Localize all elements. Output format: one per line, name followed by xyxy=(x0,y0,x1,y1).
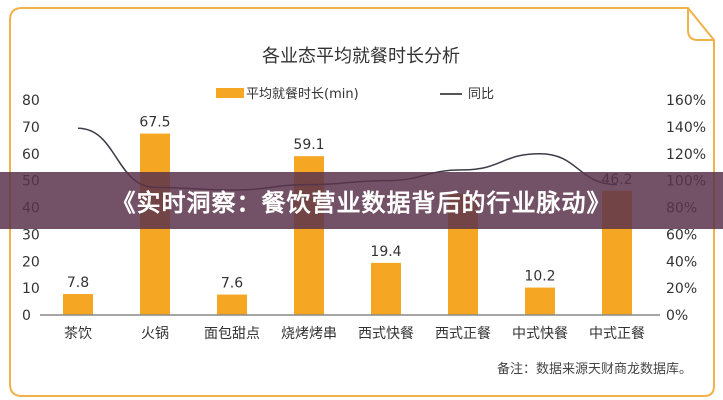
bar xyxy=(63,294,93,315)
right-tick-label: 60% xyxy=(666,227,697,243)
right-tick-label: 140% xyxy=(666,120,706,136)
x-tick-label: 中式快餐 xyxy=(512,326,568,342)
left-tick-label: 30 xyxy=(22,227,40,243)
title-banner: 《实时洞察：餐饮营业数据背后的行业脉动》 xyxy=(0,172,723,229)
page-curl-icon xyxy=(687,8,714,41)
x-tick-label: 烧烤烤串 xyxy=(281,326,337,342)
legend-bar-label: 平均就餐时长(min) xyxy=(246,86,359,102)
right-tick-label: 160% xyxy=(666,93,706,109)
banner-text: 《实时洞察：餐饮营业数据背后的行业脉动》 xyxy=(111,189,612,217)
bar-value-label: 67.5 xyxy=(139,115,170,131)
left-tick-label: 70 xyxy=(22,120,40,136)
footnote: 备注：数据来源天财商龙数据库。 xyxy=(497,361,692,377)
x-tick-label: 面包甜点 xyxy=(204,326,260,342)
bar xyxy=(371,262,401,315)
bar-value-label: 59.1 xyxy=(293,137,324,153)
legend-bar-swatch xyxy=(216,88,244,98)
right-tick-label: 0% xyxy=(666,308,688,324)
left-tick-label: 60 xyxy=(22,147,40,163)
left-tick-label: 0 xyxy=(22,308,31,324)
x-axis-labels: 茶饮 火锅 面包甜点 烧烤烤串 西式快餐 西式正餐 中式快餐 中式正餐 xyxy=(64,326,645,342)
right-tick-label: 120% xyxy=(666,147,706,163)
legend-line-label: 同比 xyxy=(468,87,494,102)
right-tick-label: 40% xyxy=(666,254,697,270)
left-tick-label: 20 xyxy=(22,254,40,270)
x-tick-label: 西式快餐 xyxy=(358,326,414,342)
bar-value-label: 10.2 xyxy=(524,269,555,285)
bar xyxy=(217,294,247,315)
bar-value-label: 7.8 xyxy=(67,275,89,291)
chart-title: 各业态平均就餐时长分析 xyxy=(262,46,460,67)
x-tick-label: 西式正餐 xyxy=(435,326,491,342)
left-tick-label: 80 xyxy=(22,93,40,109)
bar xyxy=(525,287,555,315)
x-tick-label: 中式正餐 xyxy=(589,326,645,342)
bar-value-label: 7.6 xyxy=(221,276,243,292)
left-tick-label: 10 xyxy=(22,281,40,297)
x-tick-label: 茶饮 xyxy=(64,326,92,342)
bar-value-label: 19.4 xyxy=(370,244,401,260)
x-tick-label: 火锅 xyxy=(141,326,169,342)
right-tick-label: 20% xyxy=(666,281,697,297)
